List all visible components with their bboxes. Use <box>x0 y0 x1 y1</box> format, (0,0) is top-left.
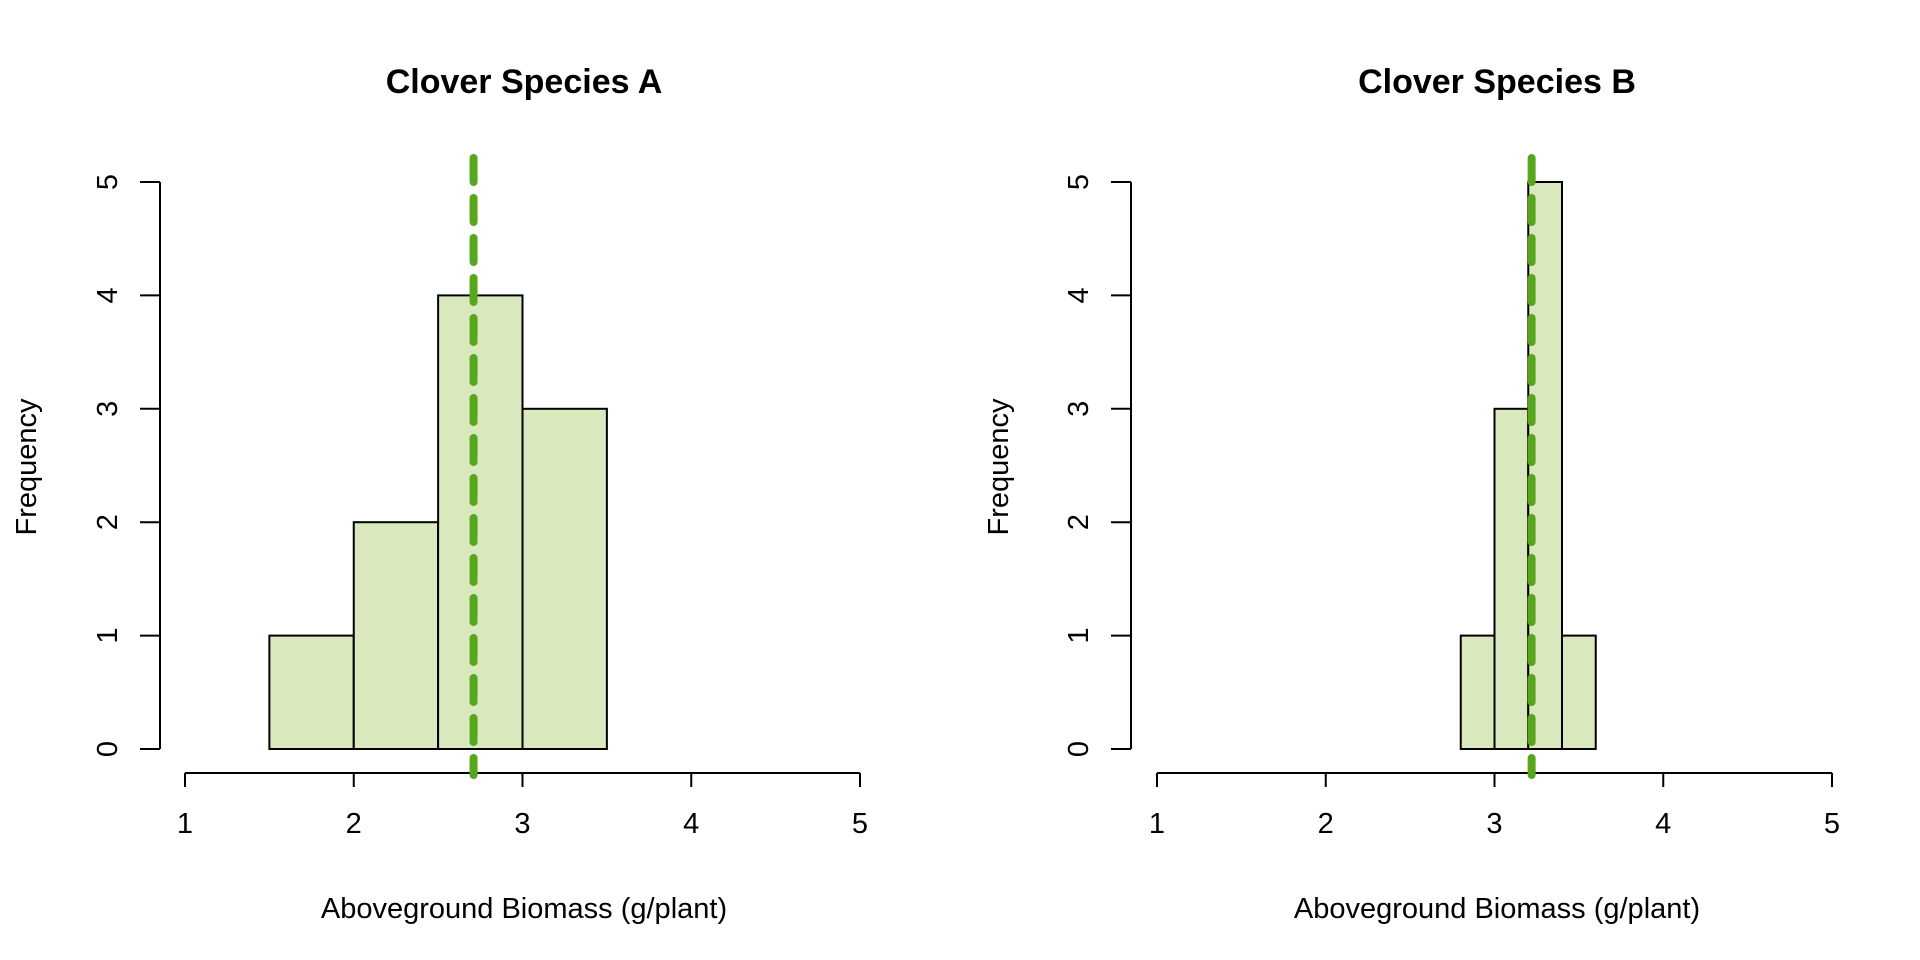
histogram-bar <box>1561 634 1597 750</box>
chart-title: Clover Species B <box>1358 63 1636 101</box>
histogram-bar <box>1493 407 1530 750</box>
x-tick-label: 1 <box>177 808 193 840</box>
x-tick-label: 4 <box>1655 808 1671 840</box>
plot-area: 1 2 3 4 5 0 1 2 3 4 5 <box>92 154 868 840</box>
y-tick-label: 2 <box>1063 514 1095 530</box>
x-tick-label: 3 <box>514 808 530 840</box>
x-tick-label: 5 <box>1824 808 1840 840</box>
x-tick-label: 4 <box>683 808 699 840</box>
y-tick-label: 0 <box>1063 741 1095 757</box>
y-tick-label: 2 <box>92 514 124 530</box>
histogram-bar <box>521 407 608 750</box>
chart-title: Clover Species A <box>386 63 663 101</box>
y-tick-label: 1 <box>92 628 124 644</box>
y-axis-label: Frequency <box>983 398 1015 536</box>
histogram-bar <box>1459 634 1496 750</box>
panel-species-a: Clover Species A Aboveground Biomass (g/… <box>11 63 868 925</box>
x-axis-label: Aboveground Biomass (g/plant) <box>1294 893 1700 925</box>
y-tick-label: 5 <box>92 174 124 190</box>
panel-species-b: Clover Species B Aboveground Biomass (g/… <box>983 63 1840 925</box>
x-tick-label: 5 <box>852 808 868 840</box>
y-tick-label: 4 <box>92 287 124 303</box>
x-tick-label: 3 <box>1486 808 1502 840</box>
histogram-bar <box>268 634 355 750</box>
x-tick-label: 1 <box>1149 808 1165 840</box>
y-tick-label: 3 <box>1063 401 1095 417</box>
y-tick-label: 4 <box>1063 287 1095 303</box>
plot-area: 1 2 3 4 5 0 1 2 3 4 5 <box>1063 154 1840 840</box>
x-axis-label: Aboveground Biomass (g/plant) <box>321 893 727 925</box>
y-tick-label: 0 <box>92 741 124 757</box>
y-tick-label: 3 <box>92 401 124 417</box>
y-tick-label: 1 <box>1063 628 1095 644</box>
histogram-bar <box>437 294 524 750</box>
x-tick-label: 2 <box>346 808 362 840</box>
histogram-bar <box>352 521 440 751</box>
y-tick-label: 5 <box>1063 174 1095 190</box>
x-tick-label: 2 <box>1318 808 1334 840</box>
y-axis-label: Frequency <box>11 398 43 536</box>
